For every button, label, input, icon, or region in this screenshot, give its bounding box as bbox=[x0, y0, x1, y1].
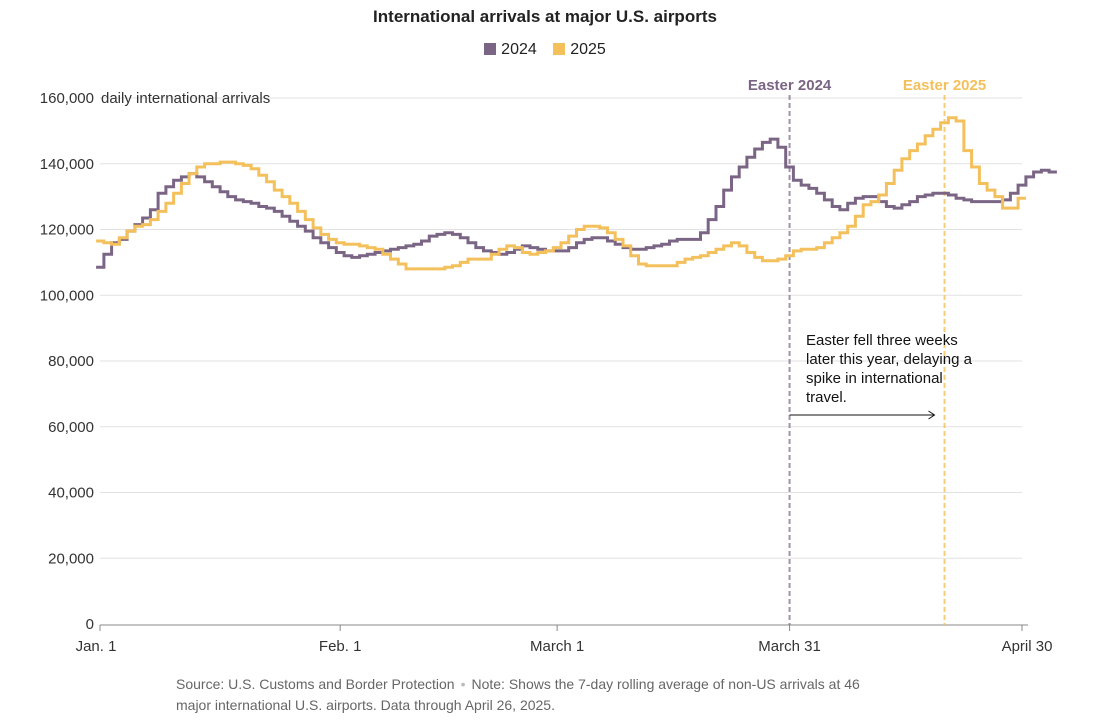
y-tick-label: 100,000 bbox=[40, 287, 94, 304]
legend-label-2024: 2024 bbox=[501, 41, 537, 58]
source-text: Source: U.S. Customs and Border Protecti… bbox=[176, 676, 455, 692]
note-text: Note: Shows the 7-day rolling average of… bbox=[176, 676, 860, 713]
y-tick-label: 120,000 bbox=[40, 222, 94, 239]
x-tick-label: Jan. 1 bbox=[76, 638, 117, 655]
legend-swatch-2025 bbox=[553, 43, 566, 55]
easter-label: Easter 2024 bbox=[748, 77, 832, 94]
y-tick-label: 20,000 bbox=[48, 550, 94, 567]
legend-label-2025: 2025 bbox=[570, 41, 606, 58]
y-tick-label: 60,000 bbox=[48, 419, 94, 436]
y-tick-label: 40,000 bbox=[48, 485, 94, 502]
y-tick-label: 160,000 bbox=[40, 90, 94, 107]
series-line-2024 bbox=[96, 137, 1057, 269]
legend-item-2025: 2025 bbox=[553, 41, 606, 59]
y-axis-unit-label: daily international arrivals bbox=[101, 90, 270, 107]
y-tick-label: 0 bbox=[86, 616, 94, 633]
easter-label: Easter 2025 bbox=[903, 77, 986, 94]
callout-text: Easter fell three weeks later this year,… bbox=[806, 332, 972, 406]
footer-separator: • bbox=[460, 676, 466, 692]
x-tick-label: March 1 bbox=[530, 638, 584, 655]
series-line-2025 bbox=[96, 116, 1026, 271]
legend: 2024 2025 bbox=[0, 41, 1090, 59]
chart-title: International arrivals at major U.S. air… bbox=[373, 7, 717, 26]
y-tick-label: 80,000 bbox=[48, 353, 94, 370]
legend-item-2024: 2024 bbox=[484, 41, 537, 59]
legend-swatch-2024 bbox=[484, 43, 497, 55]
source-note: Source: U.S. Customs and Border Protecti… bbox=[176, 674, 896, 716]
x-tick-label: Feb. 1 bbox=[319, 638, 362, 655]
x-tick-label: March 31 bbox=[758, 638, 821, 655]
x-tick-label: April 30 bbox=[1002, 638, 1053, 655]
y-tick-label: 140,000 bbox=[40, 156, 94, 173]
callout-arrowhead bbox=[928, 410, 936, 420]
